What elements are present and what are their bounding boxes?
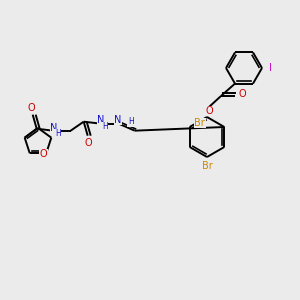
Text: Br: Br [194,118,205,128]
Text: O: O [85,138,92,148]
Text: O: O [238,89,246,99]
Text: O: O [39,149,47,159]
Text: H: H [128,117,134,126]
Text: N: N [114,115,122,125]
Text: N: N [50,123,57,133]
Text: H: H [55,129,61,138]
Text: I: I [268,63,272,73]
Text: O: O [28,103,35,113]
Text: N: N [97,115,104,125]
Text: Br: Br [202,161,212,171]
Text: O: O [205,106,213,116]
Text: H: H [102,122,108,131]
